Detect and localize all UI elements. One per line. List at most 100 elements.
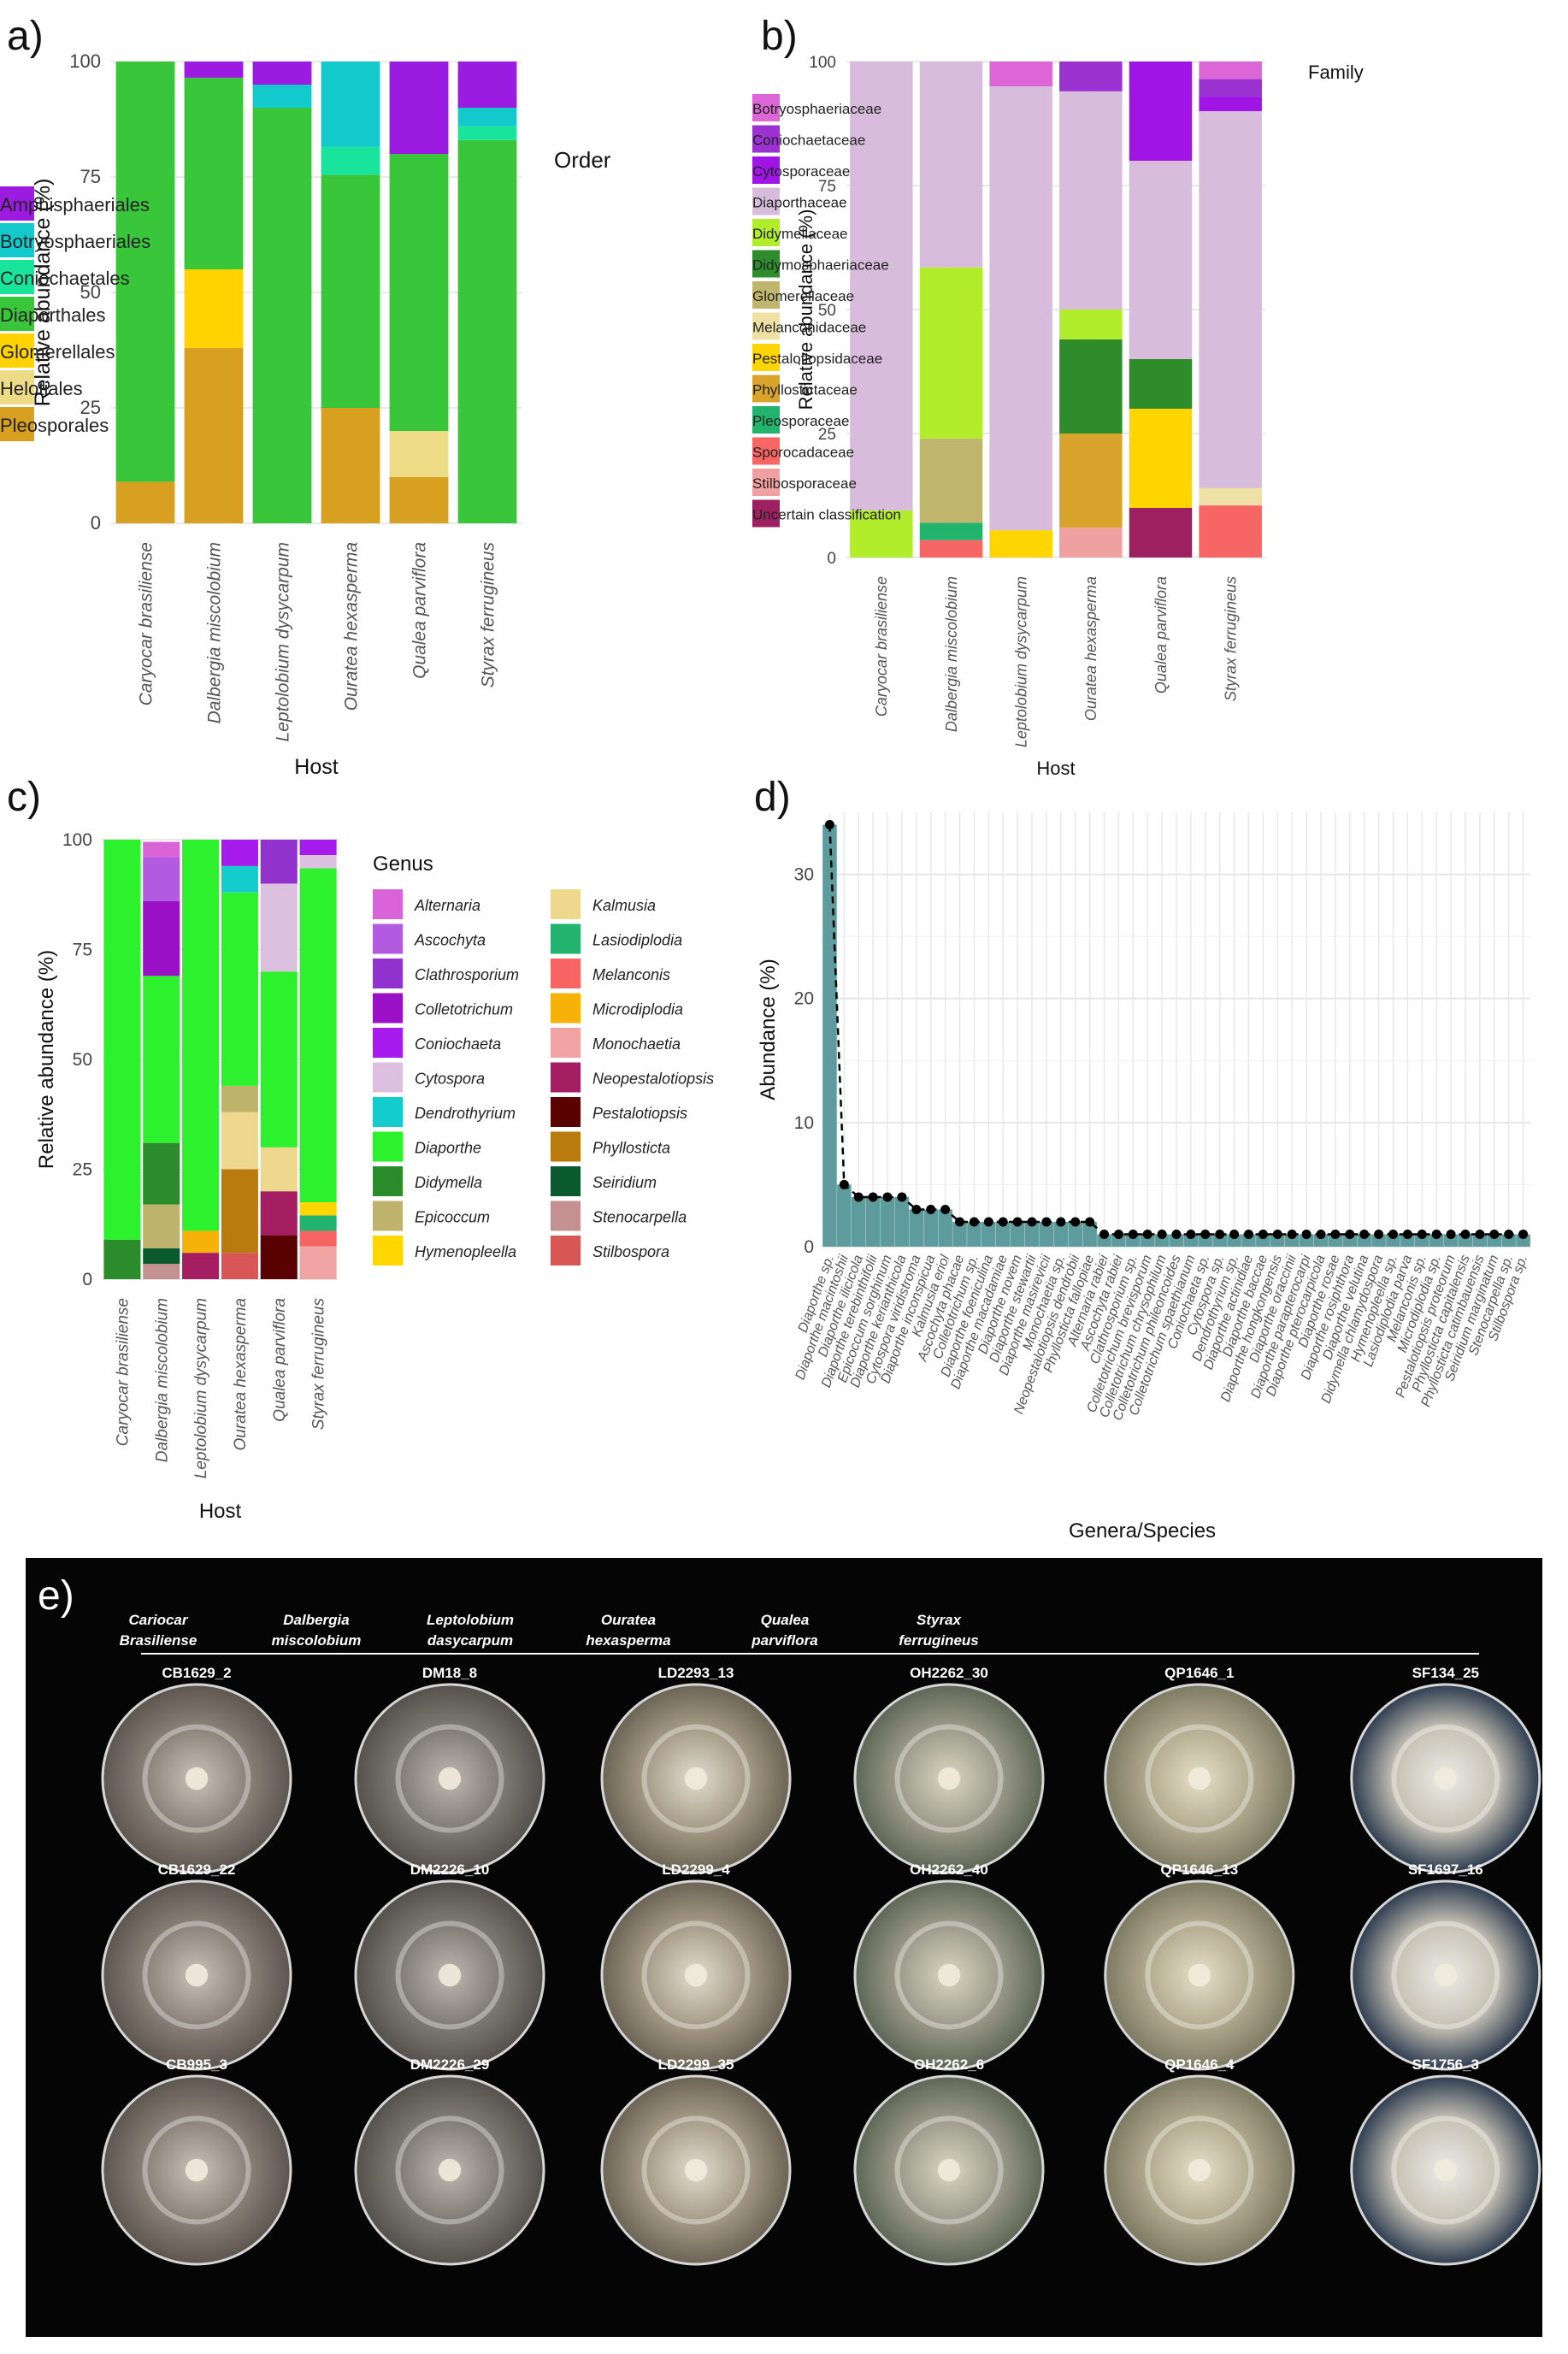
bar-colletotrichum-chrysophilum [1154, 1234, 1170, 1247]
bar-segment-neopestalotiopsis-leptolobium-dysycarpum [182, 1253, 220, 1279]
bar-segment-amphisphaeriales-qualea-parviflora [389, 62, 449, 154]
bar-seiridium-marginatum [1487, 1234, 1502, 1247]
bar-segment-didymellaceae-dalbergia-miscolobium [919, 267, 983, 439]
legend-swatch-stilbosporaceae [752, 469, 780, 496]
colony-ring [1391, 1920, 1500, 2030]
point-ascochyta-rabiei [1113, 1229, 1123, 1239]
legend-label-dendrothyrium: Dendrothyrium [415, 1105, 516, 1122]
x-tick-label: Leptolobium dysycarpum [273, 542, 292, 741]
point-pestalotiopsis-proteorum [1446, 1229, 1456, 1239]
isolate-label: CB1629_2 [162, 1665, 231, 1681]
host-header-line2: parviflora [751, 1632, 817, 1649]
bar-diaporthe-novem [1010, 1221, 1025, 1247]
panel-b-family-chart: b) 0 25 50 75 100 Caryocar brasiliense Dalberg… [752, 14, 1364, 778]
point-phyllosticta-fallopiae [1085, 1217, 1095, 1227]
bar-segment-diaporthales-dalbergia-miscolobium [184, 77, 244, 270]
legend-swatch-epicoccum [373, 1201, 403, 1231]
bar-segment-didymella-dalbergia-miscolobium [143, 1142, 180, 1205]
y-tick-label: 25 [80, 397, 101, 418]
legend-swatch-coniochaetales [0, 260, 34, 294]
bar-segment-didymellaceae-caryocar-brasiliense [850, 510, 913, 558]
legend-label-botryosphaeriaceae: Botryosphaeriaceae [752, 101, 881, 117]
bar-segment-diaporthales-styrax-ferrugineus [457, 139, 517, 524]
colony-center [1434, 2158, 1458, 2182]
bar-segment-pleosporales-caryocar-brasiliense [115, 481, 175, 523]
bar-diaporthe-pterocarpicola [1313, 1234, 1329, 1247]
bar-segment-botryosphaeriaceae-leptolobium-dysycarpum [989, 62, 1052, 86]
colony-ring [894, 1724, 1004, 1833]
point-dendrothyrium-sp [1229, 1229, 1240, 1239]
legend-swatch-colletotrichum [373, 993, 403, 1024]
colony-center [684, 1767, 708, 1791]
bar-segment-phyllostictaceae-ouratea-hexasperma [1059, 434, 1123, 528]
bar-segment-amphisphaeriales-leptolobium-dysycarpum [252, 62, 312, 85]
bar-segment-diaporthe-ouratea-hexasperma [221, 892, 258, 1086]
bar-neopestalotiopsis-dendrobii [1068, 1221, 1082, 1247]
bar-segment-kalmusia-qualea-parviflora [260, 1147, 298, 1192]
x-axis-title: Genera/Species [1069, 1519, 1216, 1543]
bar-clathrosporium-sp [1126, 1234, 1141, 1247]
isolate-label: SF1756_3 [1412, 2056, 1479, 2073]
point-diaporthe-masirevicii [1041, 1217, 1052, 1227]
bar-diaporthe-parapterocarpi [1299, 1234, 1314, 1247]
bar-ascochyta-rabiei [1111, 1234, 1126, 1247]
bar-melanconis-sp [1414, 1234, 1429, 1247]
y-tick-label: 50 [818, 302, 836, 320]
bar-segment-coniochaeta-ouratea-hexasperma [221, 840, 258, 866]
point-diaporthe-kerianthicola [897, 1192, 907, 1202]
bar-diaporthe-macadamiae [995, 1221, 1011, 1247]
bar-segment-phyllosticta-ouratea-hexasperma [221, 1169, 258, 1254]
bar-segment-cytospora-styrax-ferrugineus [299, 854, 337, 869]
colony-center [438, 1963, 462, 1987]
point-didymella-chlamydospora [1374, 1229, 1384, 1239]
bar-segment-stenocarpella-dalbergia-miscolobium [143, 1264, 180, 1279]
bar-segment-diaporthales-leptolobium-dysycarpum [252, 108, 312, 523]
isolate-label: QP1646_1 [1164, 1665, 1234, 1681]
legend-label-monochaetia: Monochaetia [592, 1035, 681, 1053]
bar-segment-stilbosporaceae-ouratea-hexasperma [1059, 528, 1123, 558]
panel-e-label: e) [38, 1573, 74, 1619]
x-tick-label: Dalbergia miscolobium [943, 576, 960, 732]
y-tick-label: 25 [73, 1160, 92, 1180]
bar-segment-glomerellaceae-dalbergia-miscolobium [919, 438, 983, 523]
legend-swatch-lasiodiplodia [551, 923, 581, 954]
host-header-line1: Dalbergia [283, 1612, 349, 1628]
x-tick-label: Qualea parviflora [1152, 576, 1170, 693]
bar-segment-pleosporaceae-dalbergia-miscolobium [919, 522, 983, 540]
isolate-label: OH2262_40 [910, 1861, 988, 1878]
bar-segment-dendrothyrium-ouratea-hexasperma [221, 865, 258, 893]
legend-swatch-hymenopleella [373, 1236, 403, 1265]
legend-label-colletotrichum: Colletotrichum [415, 1001, 513, 1018]
point-melanconis-sp [1417, 1229, 1427, 1239]
legend-label-clathrosporium: Clathrosporium [415, 966, 519, 983]
legend-swatch-uncertain-classification [752, 499, 780, 528]
host-header-line2: Brasiliense [120, 1632, 197, 1649]
bar-stenocarpella-sp [1501, 1234, 1516, 1247]
bar-segment-epicoccum-ouratea-hexasperma [221, 1085, 258, 1112]
isolate-label: DM18_8 [422, 1665, 477, 1681]
legend-swatch-monochaetia [551, 1028, 581, 1058]
colony-center [684, 1963, 708, 1987]
bar-diaporthe-macintoshii [837, 1184, 852, 1247]
bar-phyllosticta-capitalensis [1458, 1234, 1473, 1247]
colony-center [937, 1963, 961, 1987]
colony-ring [894, 2115, 1004, 2225]
panel-e-culture-plates: e) Cariocar Brasiliense Dalbergia miscolobi… [26, 1558, 1542, 2337]
legend-label-glomerellaceae: Glomerellaceae [752, 288, 854, 304]
legend-swatch-ascochyta [373, 923, 403, 954]
isolate-label: DM2226_29 [410, 2056, 490, 2073]
point-diaporthe-oraccinii [1287, 1229, 1297, 1239]
colony-ring [1145, 1724, 1254, 1833]
colony-ring [641, 1724, 751, 1833]
legend-label-stilbospora: Stilbospora [592, 1243, 669, 1260]
point-diaporthe-rosiphthora [1345, 1229, 1355, 1239]
legend-label-diaporthe: Diaporthe [415, 1140, 481, 1157]
bar-segment-diaporthaceae-dalbergia-miscolobium [919, 62, 983, 268]
bar-segment-diaporthales-ouratea-hexasperma [321, 174, 380, 409]
bar-segment-coniochaetales-styrax-ferrugineus [457, 126, 517, 140]
isolate-label: LD2299_35 [658, 2056, 734, 2073]
point-stilbospora-sp [1518, 1229, 1529, 1239]
bar-diaporthe-rosiphthora [1342, 1234, 1358, 1247]
bar-lasiodiplodia-parva [1400, 1234, 1415, 1247]
